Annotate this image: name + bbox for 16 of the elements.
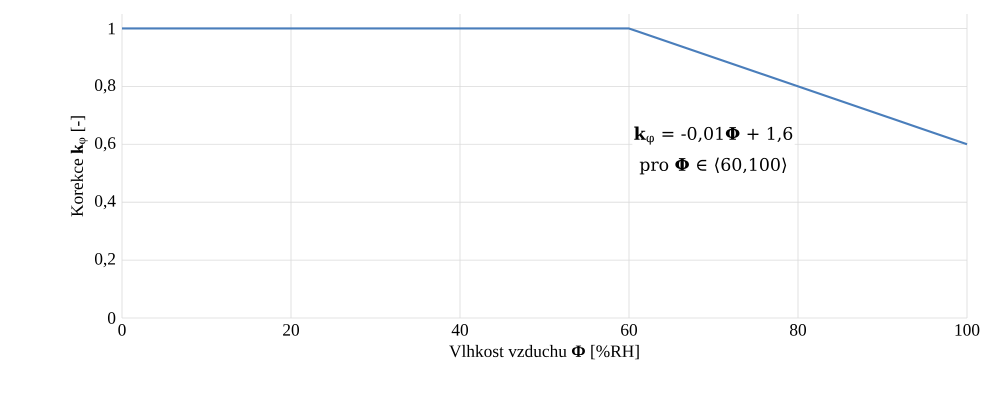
x-axis-title: Vlhkost vzduchu Φ [%RH] [449,344,639,360]
y-tick-label: 1 [108,22,115,34]
y-tick-label: 0,4 [94,195,116,210]
y-tick-label: 0,8 [94,79,116,94]
y-tick-label: 0,2 [94,253,116,268]
x-tick-label: 40 [452,324,468,336]
y-tick-label: 0,6 [94,137,116,152]
x-tick-label: 80 [790,324,806,336]
x-tick-label: 0 [118,324,126,336]
y-tick-label: 0 [108,312,116,324]
x-tick-label: 20 [283,324,300,336]
x-tick-label: 60 [621,324,638,336]
x-tick-label: 100 [956,324,980,336]
y-axis-title: Korekce k$_{φ}$ [-] [70,116,88,216]
annotation: k$_{φ}$ = -0,01Φ + 1,6 [634,126,792,145]
annotation: pro Φ ∈ ⟨60,100⟩ [640,158,786,174]
